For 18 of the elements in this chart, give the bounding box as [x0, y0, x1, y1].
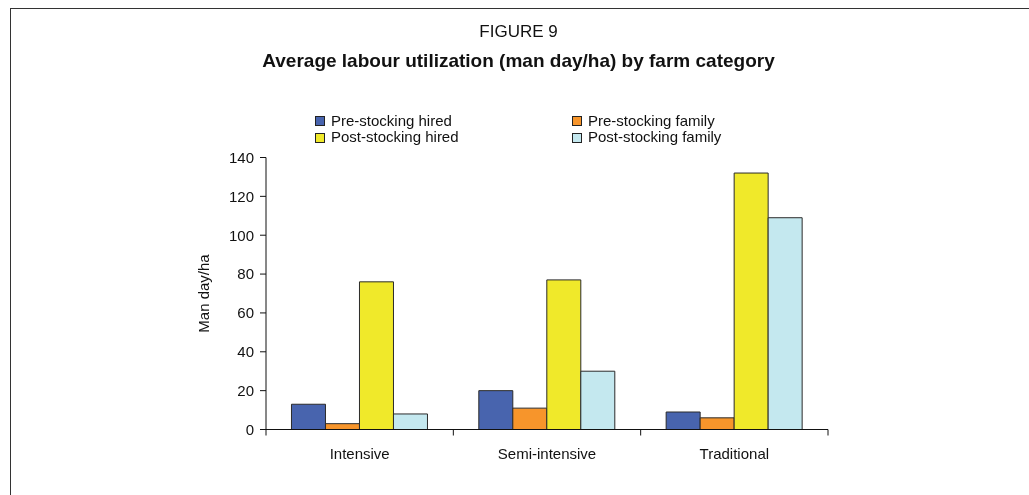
- chart-title: Average labour utilization (man day/ha) by farm category: [261, 49, 776, 73]
- y-tick-label: 0: [245, 420, 254, 438]
- legend-label: Post-stocking family: [588, 128, 722, 146]
- legend-label: Pre-stocking hired: [331, 111, 452, 130]
- y-tick-label: 60: [237, 304, 254, 322]
- y-tick-label: 20: [237, 381, 254, 399]
- legend-label: Post-stocking hired: [331, 128, 459, 146]
- caption: FIGURE 9: [478, 21, 559, 43]
- x-tick-label: Traditional: [699, 444, 770, 462]
- y-tick-label: 80: [237, 265, 254, 283]
- y-tick-label: 120: [228, 187, 254, 205]
- y-tick-label: 100: [228, 226, 254, 244]
- y-tick-label: 40: [237, 343, 254, 361]
- legend-label: Pre-stocking family: [588, 111, 715, 130]
- x-tick-label: Semi-intensive: [497, 444, 597, 462]
- x-tick-label: Intensive: [329, 444, 390, 462]
- y-axis-title: Man day/ha: [194, 253, 212, 333]
- y-tick-label: 140: [228, 148, 254, 166]
